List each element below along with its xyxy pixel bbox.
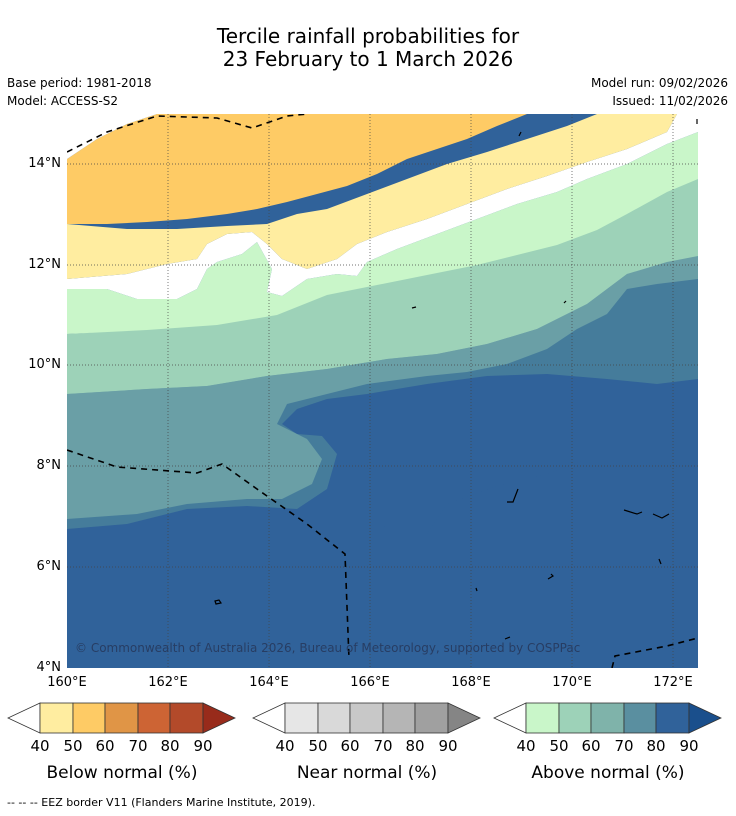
cbar-near-tick-90: 90 — [438, 737, 458, 755]
lon-label-160e: 160°E — [47, 675, 87, 690]
cbar-below-seg-3 — [104, 702, 139, 734]
map-title-line1: Tercile rainfall probabilities for — [216, 24, 520, 48]
island-4 — [507, 488, 519, 503]
cbar-below-over — [202, 702, 236, 734]
region-50-60-above — [67, 176, 698, 394]
cbar-below-seg-4 — [137, 702, 171, 734]
cbar-below-seg-2 — [72, 702, 106, 734]
island-7 — [504, 636, 511, 640]
cbar-above-seg-4 — [623, 702, 657, 734]
lon-label-162e: 162°E — [148, 675, 188, 690]
cbar-below-tick-60: 60 — [95, 737, 115, 755]
lat-label-10n: 10°N — [28, 357, 61, 372]
cbar-above-tick-90: 90 — [679, 737, 699, 755]
cbar-near-over — [447, 702, 481, 734]
eez-borders — [67, 114, 698, 668]
cbar-below-seg-1 — [39, 702, 74, 734]
region-70-80-above-south — [67, 442, 698, 668]
island-1 — [214, 599, 222, 605]
cbar-below-tick-50: 50 — [63, 737, 83, 755]
cbar-above-tick-50: 50 — [549, 737, 569, 755]
region-50-60-below — [67, 114, 527, 224]
lon-label-170e: 170°E — [552, 675, 592, 690]
issued-date: Issued: 11/02/2026 — [612, 94, 728, 108]
lon-label-168e: 168°E — [451, 675, 491, 690]
cbar-near-seg-3 — [349, 702, 384, 734]
cbar-near-seg-1 — [284, 702, 319, 734]
cbar-above-over — [688, 702, 722, 734]
cbar-near-under — [252, 702, 286, 734]
eez-footnote: -- -- -- EEZ border V11 (Flanders Marine… — [7, 796, 316, 809]
cbar-below-title: Below normal (%) — [46, 763, 198, 783]
cbar-near-seg-4 — [382, 702, 416, 734]
lat-label-4n: 4°N — [36, 660, 62, 675]
island-5 — [547, 573, 554, 580]
lat-label-14n: 14°N — [28, 156, 61, 171]
cbar-above-title: Above normal (%) — [531, 763, 685, 783]
region-near-normal-corner — [67, 114, 157, 159]
cbar-above-tick-40: 40 — [516, 737, 536, 755]
island-12 — [475, 587, 478, 592]
region-60-70-above — [67, 254, 698, 529]
cbar-below-tick-80: 80 — [160, 737, 180, 755]
cbar-near-tick-60: 60 — [340, 737, 360, 755]
lon-label-166e: 166°E — [350, 675, 390, 690]
cbar-near-title: Near normal (%) — [296, 763, 438, 783]
cbar-near-seg-5 — [414, 702, 449, 734]
island-6 — [658, 558, 662, 565]
cbar-above-tick-80: 80 — [646, 737, 666, 755]
cbar-near-tick-40: 40 — [275, 737, 295, 755]
cbar-above-under — [493, 702, 527, 734]
cbar-near-seg-2 — [317, 702, 351, 734]
cbar-above-seg-2 — [558, 702, 592, 734]
region-40-50-above — [67, 132, 698, 334]
cbar-above-tick-70: 70 — [614, 737, 634, 755]
cbar-near-tick-80: 80 — [405, 737, 425, 755]
copyright-notice: © Commonwealth of Australia 2026, Bureau… — [75, 641, 581, 655]
region-near-normal-white — [67, 114, 698, 299]
cbar-below-under — [7, 702, 41, 734]
cbar-above-seg-5 — [655, 702, 690, 734]
lon-label-172e: 172°E — [653, 675, 693, 690]
model-run: Model run: 09/02/2026 — [590, 76, 728, 90]
lat-label-8n: 8°N — [36, 458, 62, 473]
cbar-near-tick-50: 50 — [308, 737, 328, 755]
lat-label-6n: 6°N — [36, 559, 62, 574]
cbar-below-tick-90: 90 — [193, 737, 213, 755]
islands — [214, 119, 698, 640]
colorbar-below-normal — [7, 702, 236, 734]
island-3 — [652, 513, 670, 519]
cbar-below-seg-5 — [169, 702, 204, 734]
eez-border-north — [67, 114, 308, 153]
island-10 — [411, 306, 417, 309]
map-gridlines — [67, 114, 698, 668]
map-title-line2: 23 February to 1 March 2026 — [222, 47, 514, 71]
colorbar-near-normal — [252, 702, 481, 734]
cbar-below-tick-70: 70 — [128, 737, 148, 755]
eez-border-west — [67, 449, 350, 660]
base-period: Base period: 1981-2018 — [7, 76, 152, 90]
cbar-above-seg-3 — [590, 702, 625, 734]
cbar-above-seg-1 — [525, 702, 560, 734]
lon-label-164e: 164°E — [249, 675, 289, 690]
island-8 — [518, 131, 522, 137]
island-11 — [563, 300, 567, 304]
model-name: Model: ACCESS-S2 — [7, 94, 119, 108]
rainfall-probability-map — [67, 114, 698, 668]
eez-border-southeast — [611, 637, 698, 668]
colorbar-above-normal — [493, 702, 722, 734]
cbar-near-tick-70: 70 — [373, 737, 393, 755]
cbar-above-tick-60: 60 — [581, 737, 601, 755]
lat-label-12n: 12°N — [28, 257, 61, 272]
cbar-below-tick-40: 40 — [30, 737, 50, 755]
region-40-50-below — [67, 114, 677, 279]
island-2 — [623, 509, 643, 515]
